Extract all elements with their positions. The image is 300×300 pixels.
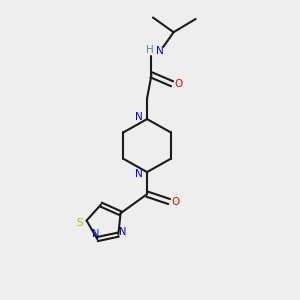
- Text: O: O: [174, 79, 183, 89]
- Text: O: O: [172, 196, 180, 206]
- Text: N: N: [135, 112, 143, 122]
- Text: N: N: [119, 227, 126, 237]
- Text: N: N: [156, 46, 164, 56]
- Text: N: N: [135, 169, 143, 179]
- Text: N: N: [92, 229, 100, 239]
- Text: H: H: [146, 45, 153, 55]
- Text: S: S: [77, 218, 83, 229]
